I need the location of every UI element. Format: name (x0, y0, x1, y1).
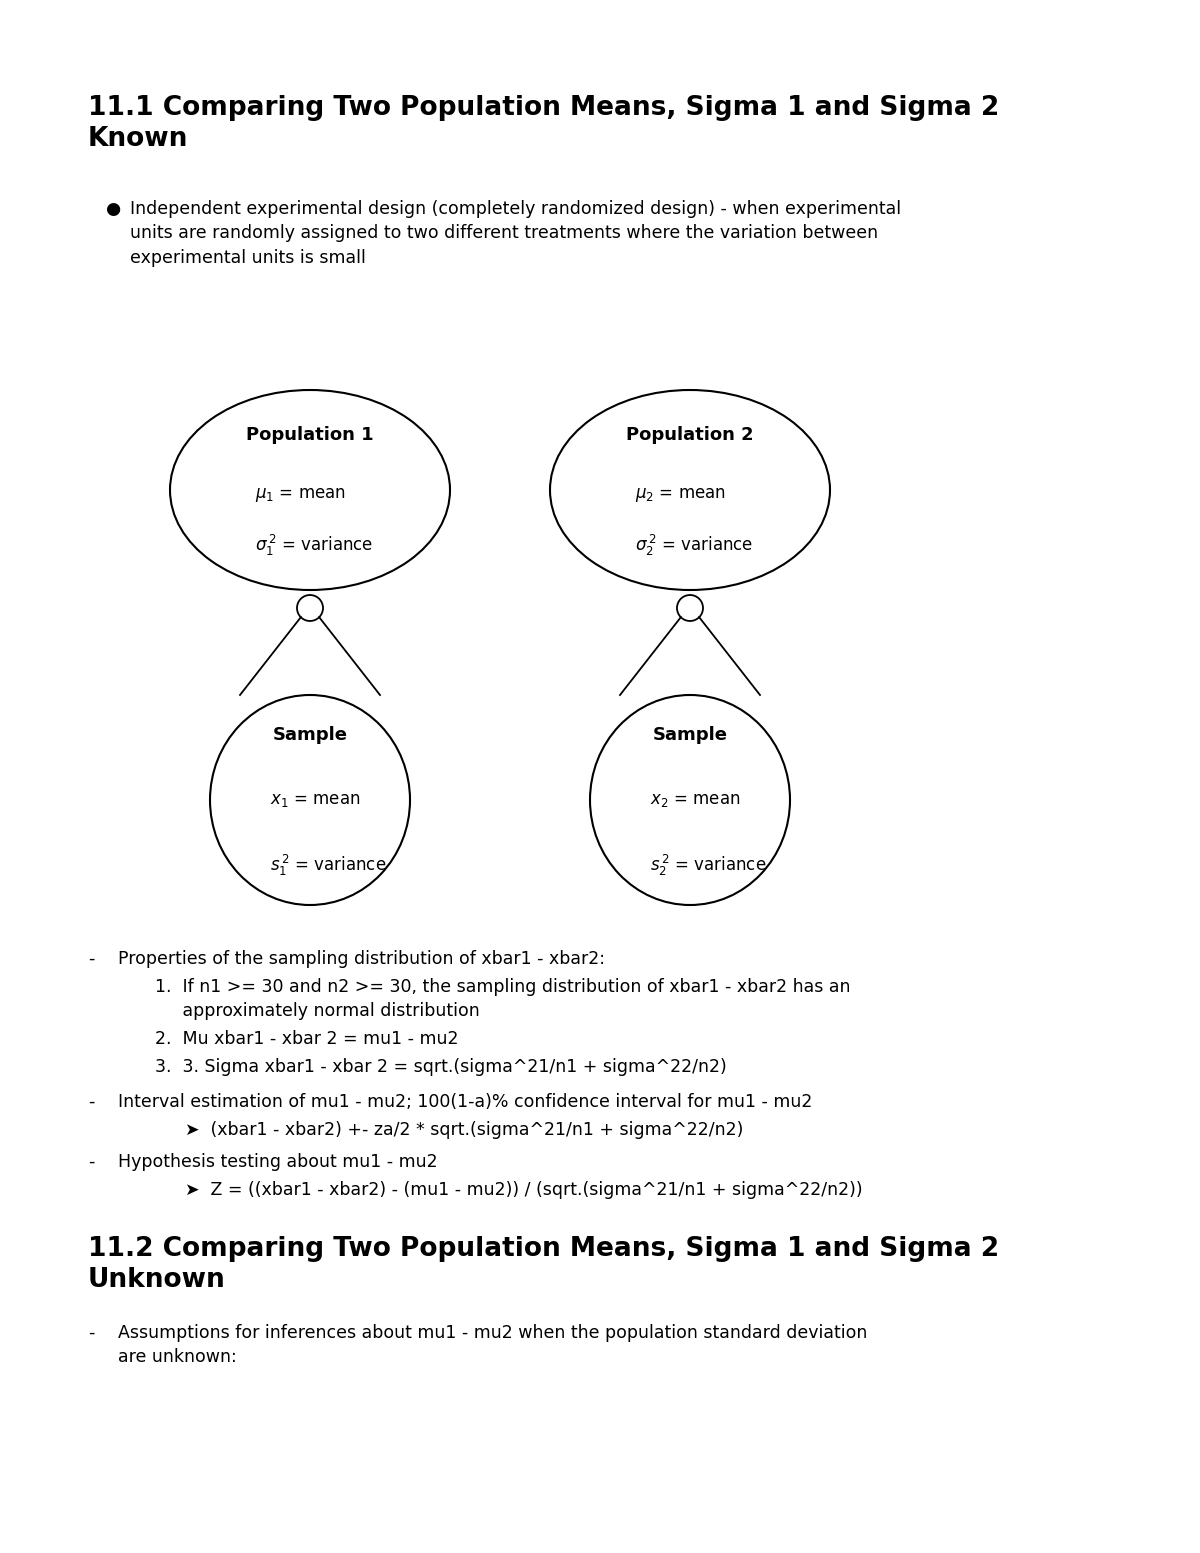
Text: 1.  If n1 >= 30 and n2 >= 30, the sampling distribution of xbar1 - xbar2 has an
: 1. If n1 >= 30 and n2 >= 30, the samplin… (155, 978, 851, 1020)
Text: $\sigma_2^{\,2}$ = variance: $\sigma_2^{\,2}$ = variance (635, 533, 754, 558)
Text: ●: ● (106, 200, 120, 217)
Text: Sample: Sample (272, 725, 348, 744)
Text: Properties of the sampling distribution of xbar1 - xbar2:: Properties of the sampling distribution … (118, 950, 605, 968)
Text: ➤  Z = ((xbar1 - xbar2) - (mu1 - mu2)) / (sqrt.(sigma^21/n1 + sigma^22/n2)): ➤ Z = ((xbar1 - xbar2) - (mu1 - mu2)) / … (185, 1180, 863, 1199)
Text: 2.  Mu xbar1 - xbar 2 = mu1 - mu2: 2. Mu xbar1 - xbar 2 = mu1 - mu2 (155, 1030, 458, 1048)
Text: -: - (88, 1093, 95, 1110)
Text: 11.2 Comparing Two Population Means, Sigma 1 and Sigma 2
Unknown: 11.2 Comparing Two Population Means, Sig… (88, 1236, 1000, 1294)
Text: 3.  3. Sigma xbar1 - xbar 2 = sqrt.(sigma^21/n1 + sigma^22/n2): 3. 3. Sigma xbar1 - xbar 2 = sqrt.(sigma… (155, 1058, 727, 1076)
Text: -: - (88, 950, 95, 968)
Text: $x_2$ = mean: $x_2$ = mean (650, 790, 740, 809)
Text: $x_1$ = mean: $x_1$ = mean (270, 790, 360, 809)
Text: Assumptions for inferences about mu1 - mu2 when the population standard deviatio: Assumptions for inferences about mu1 - m… (118, 1325, 868, 1367)
Text: $\mu_1$ = mean: $\mu_1$ = mean (256, 486, 346, 505)
Text: Hypothesis testing about mu1 - mu2: Hypothesis testing about mu1 - mu2 (118, 1152, 438, 1171)
Text: -: - (88, 1325, 95, 1342)
Text: Interval estimation of mu1 - mu2; 100(1-a)% confidence interval for mu1 - mu2: Interval estimation of mu1 - mu2; 100(1-… (118, 1093, 812, 1110)
Text: $s_2^{\,2}$ = variance: $s_2^{\,2}$ = variance (650, 853, 767, 877)
Text: ➤  (xbar1 - xbar2) +- za/2 * sqrt.(sigma^21/n1 + sigma^22/n2): ➤ (xbar1 - xbar2) +- za/2 * sqrt.(sigma^… (185, 1121, 743, 1138)
Text: 11.1 Comparing Two Population Means, Sigma 1 and Sigma 2
Known: 11.1 Comparing Two Population Means, Sig… (88, 95, 1000, 152)
Text: Population 1: Population 1 (246, 426, 374, 444)
Text: $\sigma_1^{\,2}$ = variance: $\sigma_1^{\,2}$ = variance (256, 533, 373, 558)
Text: Independent experimental design (completely randomized design) - when experiment: Independent experimental design (complet… (130, 200, 901, 267)
Text: -: - (88, 1152, 95, 1171)
Text: $s_1^{\,2}$ = variance: $s_1^{\,2}$ = variance (270, 853, 386, 877)
Text: Population 2: Population 2 (626, 426, 754, 444)
Text: $\mu_2$ = mean: $\mu_2$ = mean (635, 486, 726, 505)
Text: Sample: Sample (653, 725, 727, 744)
